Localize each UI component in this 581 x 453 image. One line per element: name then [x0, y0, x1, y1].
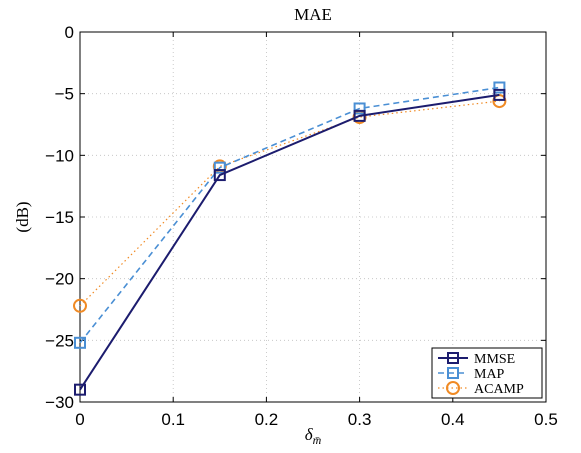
series-line-mmse	[79, 93, 500, 391]
legend-entry-map: MAP	[438, 367, 505, 382]
x-axis-label-symbol: δ	[305, 425, 314, 444]
legend-entry-mmse: MMSE	[438, 352, 515, 367]
y-tick-label: −30	[45, 393, 74, 412]
legend-label-mmse: MMSE	[474, 352, 515, 367]
legend-label-map: MAP	[474, 367, 505, 382]
y-tick-label: −20	[45, 270, 74, 289]
series-acamp	[73, 94, 507, 313]
x-tick-label: 0	[75, 410, 84, 429]
x-tick-label: 0.3	[348, 410, 372, 429]
chart-title: MAE	[294, 5, 332, 24]
data-point-legend-map	[447, 367, 459, 379]
x-tick-label: 0.5	[534, 410, 558, 429]
grid	[80, 32, 546, 402]
series-group	[73, 81, 507, 396]
legend-label-acamp: ACAMP	[474, 382, 524, 397]
x-axis-label-subscript: m̄	[313, 433, 322, 447]
data-point-mmse	[213, 169, 226, 182]
series-line-map	[79, 86, 500, 344]
series-mmse	[74, 88, 506, 396]
data-point-legend-mmse	[447, 352, 459, 364]
data-point-mmse	[74, 383, 86, 396]
x-axis-label: δm̄	[305, 425, 322, 447]
y-tick-label: −15	[45, 208, 74, 227]
series-line-acamp	[79, 100, 500, 307]
y-tick-label: −25	[45, 331, 74, 350]
y-tick-label: −10	[45, 146, 74, 165]
y-tick-label: 0	[65, 23, 74, 42]
data-point-map	[213, 161, 226, 174]
axis-ticks: 0 0.1 0.2 0.3 0.4 0.5 0 −5 −10 −15 −20 −25 −30	[45, 23, 558, 429]
series-map	[74, 81, 506, 349]
x-tick-label: 0.1	[161, 410, 185, 429]
data-point-mmse	[493, 88, 506, 101]
data-point-acamp	[73, 298, 87, 313]
y-axis-label: (dB)	[13, 201, 32, 232]
legend-entry-acamp: ACAMP	[438, 381, 524, 397]
x-tick-label: 0.4	[441, 410, 465, 429]
data-point-map	[493, 81, 506, 94]
x-tick-label: 0.2	[255, 410, 279, 429]
data-point-map	[353, 102, 366, 115]
data-point-mmse	[353, 109, 366, 122]
y-tick-label: −5	[55, 85, 74, 104]
data-point-legend-acamp	[446, 381, 460, 395]
data-point-map	[74, 336, 86, 349]
